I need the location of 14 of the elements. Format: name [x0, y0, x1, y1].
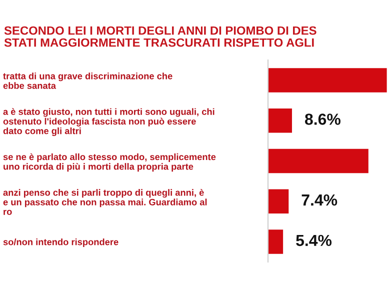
- bar: [268, 230, 284, 254]
- data-label: 7.4%: [302, 194, 338, 206]
- data-label: 8.6%: [304, 114, 340, 125]
- text: SECONDO LEI I MORTI DEGLI ANNI DI PIOMBO DI DES STATI MAGGIORMENTE TRASCURATI RISPETTO AGLI: [4, 26, 316, 47]
- y-tick-label: a è stato giusto, non tutti i morti sono uguali, chi ostenuto l'ideologia fascista non può essere dato come gli altri: [3, 108, 214, 136]
- y-tick-label: tratta di una grave discriminazione che ebbe sanata: [3, 72, 172, 89]
- bar: [268, 148, 368, 174]
- y-tick-label: se ne è parlato allo stesso modo, semplicemente uno ricorda di più i morti della propria parte: [3, 153, 216, 172]
- y-tick-label: so/non intendo rispondere: [3, 238, 118, 248]
- data-label: 5.4%: [296, 234, 332, 246]
- bar: [268, 108, 292, 133]
- bar: [268, 189, 289, 214]
- y-tick-label: anzi penso che si parli troppo di quegli anni, è e un passato che non passa mai. Guardiamo al ro: [3, 188, 207, 215]
- bar: [268, 68, 387, 92]
